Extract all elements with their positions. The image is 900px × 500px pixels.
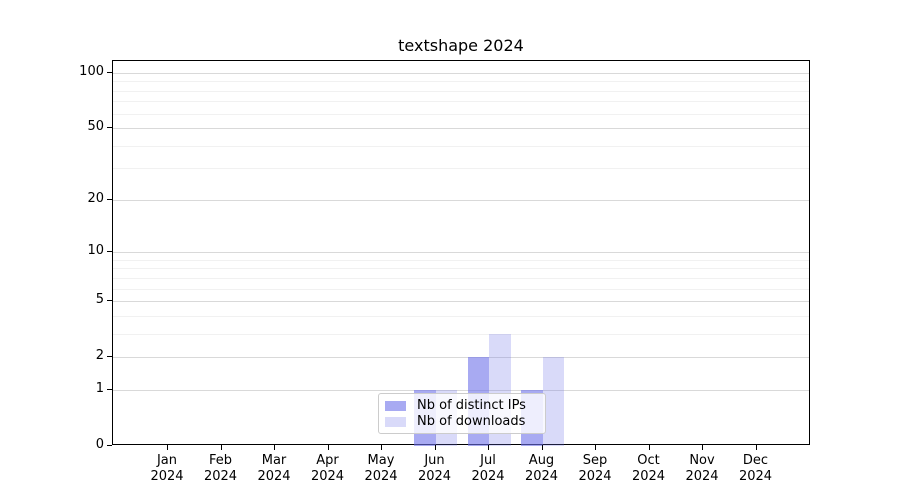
y-tick-label-50: 50: [87, 119, 104, 135]
bar-downloads-aug: [542, 357, 564, 446]
y-tick-label-5: 5: [95, 292, 104, 308]
x-tick-month: Mar: [261, 453, 287, 468]
gridline-minor-90: [113, 81, 809, 83]
x-tick-mark-apr: [327, 445, 329, 450]
x-tick-month: Dec: [742, 453, 769, 468]
gridline-1: [113, 389, 809, 391]
y-tick-label-20: 20: [87, 190, 104, 206]
gridline-100: [113, 72, 809, 74]
x-tick-year: 2024: [203, 468, 238, 484]
legend-item-downloads: Nb of downloads: [385, 414, 536, 430]
x-tick-month: Feb: [208, 453, 233, 468]
x-tick-mark-dec: [755, 445, 757, 450]
legend-label-distinct-ips: Nb of distinct IPs: [417, 398, 526, 413]
legend: Nb of distinct IPs Nb of downloads: [378, 393, 546, 434]
gridline-minor-4: [113, 315, 809, 317]
x-tick-mark-jun: [434, 445, 436, 450]
x-tick-label-apr: Apr 2024: [285, 453, 371, 484]
gridline-minor-80: [113, 90, 809, 92]
x-tick-year: 2024: [524, 468, 559, 484]
x-tick-year: 2024: [417, 468, 452, 484]
x-tick-month: Apr: [316, 453, 339, 468]
x-tick-year: 2024: [738, 468, 773, 484]
x-tick-month: Jun: [424, 453, 445, 468]
x-tick-mark-sep: [595, 445, 596, 450]
y-tick-mark-2: [107, 356, 112, 358]
gridline-minor-30: [113, 168, 809, 170]
x-tick-year: 2024: [578, 468, 612, 484]
x-tick-mark-jan: [167, 445, 168, 450]
legend-swatch-downloads: [385, 417, 406, 427]
x-tick-month: Jul: [480, 453, 496, 468]
gridline-minor-6: [113, 288, 809, 290]
x-tick-year: 2024: [631, 468, 666, 484]
y-tick-mark-5: [107, 300, 112, 302]
x-tick-year: 2024: [310, 468, 345, 484]
gridline-2: [113, 357, 809, 359]
y-tick-mark-100: [107, 71, 112, 73]
x-tick-mark-nov: [702, 445, 703, 450]
x-tick-year: 2024: [685, 468, 719, 484]
gridline-minor-7: [113, 277, 809, 279]
x-tick-month: Nov: [689, 453, 715, 468]
x-tick-month: May: [367, 453, 395, 468]
x-tick-mark-mar: [274, 445, 275, 450]
y-tick-mark-10: [107, 251, 112, 253]
x-tick-mark-feb: [220, 445, 222, 450]
x-tick-label-sep: Sep 2024: [552, 453, 638, 484]
x-tick-month: Aug: [528, 453, 555, 468]
gridline-20: [113, 199, 809, 201]
legend-swatch-distinct-ips: [385, 401, 406, 411]
gridline-10: [113, 252, 809, 254]
x-tick-label-mar: Mar 2024: [231, 453, 317, 484]
gridline-5: [113, 301, 809, 303]
y-tick-label-2: 2: [95, 348, 104, 364]
x-tick-mark-may: [381, 445, 382, 450]
x-tick-label-may: May 2024: [338, 453, 424, 484]
legend-label-downloads: Nb of downloads: [417, 414, 526, 429]
y-tick-mark-1: [107, 388, 112, 390]
x-tick-mark-jul: [488, 445, 489, 450]
x-tick-label-dec: Dec 2024: [713, 453, 799, 484]
gridline-minor-9: [113, 259, 809, 261]
gridline-minor-3: [113, 333, 809, 335]
gridline-minor-60: [113, 113, 809, 115]
gridline-minor-40: [113, 145, 809, 147]
legend-item-distinct-ips: Nb of distinct IPs: [385, 398, 536, 414]
y-tick-label-1: 1: [95, 380, 104, 396]
y-tick-mark-50: [107, 127, 112, 129]
y-tick-label-100: 100: [79, 63, 104, 79]
y-tick-label-0: 0: [95, 437, 104, 452]
gridline-minor-70: [113, 101, 809, 103]
x-tick-month: Sep: [582, 453, 608, 468]
x-tick-label-feb: Feb 2024: [178, 453, 264, 484]
x-tick-label-oct: Oct 2024: [606, 453, 692, 484]
gridline-minor-8: [113, 268, 809, 270]
plot-area: Nb of distinct IPs Nb of downloads: [112, 60, 810, 446]
chart-title: textshape 2024: [398, 36, 524, 55]
x-tick-label-jul: Jul 2024: [445, 453, 531, 484]
y-tick-label-10: 10: [87, 243, 104, 259]
x-tick-label-nov: Nov 2024: [659, 453, 745, 484]
x-tick-year: 2024: [364, 468, 398, 484]
x-tick-label-jan: Jan 2024: [124, 453, 210, 484]
x-tick-label-aug: Aug 2024: [499, 453, 585, 484]
y-tick-mark-0: [107, 445, 112, 446]
x-tick-year: 2024: [471, 468, 505, 484]
x-tick-year: 2024: [150, 468, 184, 484]
x-tick-year: 2024: [257, 468, 291, 484]
x-tick-label-jun: Jun 2024: [392, 453, 478, 484]
x-tick-mark-aug: [541, 445, 543, 450]
x-tick-month: Oct: [637, 453, 660, 468]
x-tick-month: Jan: [156, 453, 178, 468]
y-tick-mark-20: [107, 198, 112, 200]
x-tick-mark-oct: [648, 445, 650, 450]
gridline-50: [113, 128, 809, 130]
